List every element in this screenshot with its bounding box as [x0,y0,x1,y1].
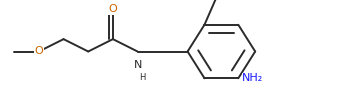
Text: NH₂: NH₂ [242,73,264,83]
Text: O: O [108,4,117,14]
Text: N: N [134,60,142,70]
Text: O: O [34,46,43,57]
Text: H: H [140,73,146,82]
